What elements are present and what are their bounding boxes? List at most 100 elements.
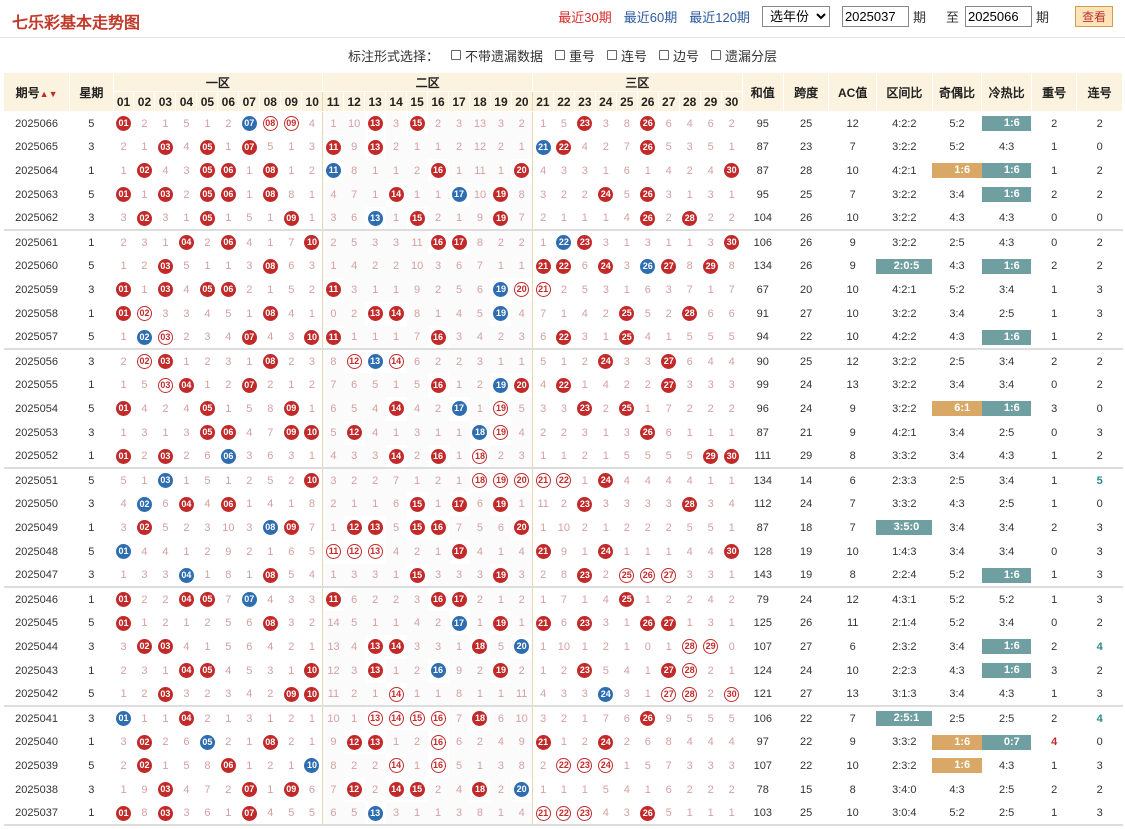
number-cell: 1 <box>343 706 365 731</box>
miss-count: 1 <box>686 188 693 201</box>
number-cell: 17 <box>449 540 470 564</box>
miss-count: 2 <box>518 117 525 130</box>
number-ball: 10 <box>304 663 320 679</box>
option-repeat[interactable]: 重号 <box>554 46 595 65</box>
number-cell: 1 <box>490 349 512 374</box>
miss-count: 1 <box>455 474 463 487</box>
to-issue-input[interactable] <box>964 6 1032 27</box>
miss-count: 1 <box>246 307 253 320</box>
number-cell: 23 <box>574 801 596 827</box>
from-issue-unit: 期 <box>912 10 926 25</box>
checkbox-icon[interactable] <box>711 50 722 60</box>
number-cell: 1 <box>511 254 533 279</box>
number-ball: 10 <box>304 425 320 441</box>
number-cell: 26 <box>637 706 658 730</box>
number-ball: 13 <box>367 139 383 155</box>
number-cell: 2 <box>553 706 574 730</box>
consecutive-cell: 2 <box>1076 325 1123 351</box>
number-cell: 2 <box>427 206 449 232</box>
span-cell: 22 <box>800 712 813 725</box>
number-ball: 29 <box>703 448 719 464</box>
number-cell: 1 <box>134 278 155 302</box>
number-ball: 19 <box>493 210 509 226</box>
special-number-ball: 02 <box>136 329 152 345</box>
miss-count: 1 <box>288 664 295 677</box>
checkbox-icon[interactable] <box>607 50 617 60</box>
view-button[interactable]: 查看 <box>1074 6 1113 27</box>
repeat-cell: 1 <box>1031 801 1077 827</box>
checkbox-icon[interactable] <box>554 50 565 60</box>
number-cell: 15 <box>407 492 428 516</box>
miss-count: 1 <box>120 164 127 177</box>
hot-cold-cell: 0:7 <box>981 730 1032 754</box>
number-cell: 3 <box>616 801 638 827</box>
span-cell: 20 <box>800 283 813 296</box>
year-select[interactable]: 选年份 <box>761 6 830 27</box>
miss-count: 1 <box>267 545 274 558</box>
number-cell: 1 <box>239 302 260 326</box>
miss-count: 3 <box>120 212 127 225</box>
consecutive-cell: 4 <box>1096 712 1103 725</box>
miss-count: 3 <box>204 331 211 344</box>
number-ball: 24 <box>598 354 614 370</box>
number-ball: 06 <box>220 496 236 512</box>
number-cell: 4 <box>511 539 533 564</box>
number-cell: 1 <box>658 230 679 254</box>
miss-count: 5 <box>623 450 630 463</box>
number-cell: 1 <box>197 373 218 397</box>
number-cell: 05 <box>196 206 218 232</box>
number-cell: 2 <box>134 587 155 611</box>
week-cell: 3 <box>88 283 95 296</box>
number-cell: 9 <box>343 135 365 160</box>
option-no-miss[interactable]: 不带遗漏数据 <box>450 46 543 65</box>
number-ball: 24 <box>598 187 614 203</box>
number-cell: 21 <box>532 730 553 754</box>
checkbox-icon[interactable] <box>450 50 461 60</box>
sort-icon[interactable]: ▲▼ <box>39 88 58 99</box>
repeat-cell: 1 <box>1051 283 1058 296</box>
number-cell: 2 <box>197 230 218 254</box>
repeat-cell: 0 <box>1051 379 1058 392</box>
miss-count: 1 <box>183 474 190 487</box>
option-consecutive[interactable]: 连号 <box>607 46 647 65</box>
recent-120-link[interactable]: 最近120期 <box>689 10 750 25</box>
miss-count: 10 <box>557 521 570 534</box>
hot-cold-cell: 3:4 <box>998 379 1015 392</box>
miss-count: 3 <box>288 593 295 606</box>
page-title: 七乐彩基本走势图 <box>12 15 141 32</box>
ac-cell: 11 <box>846 617 859 630</box>
miss-count: 2 <box>728 117 735 130</box>
number-ball: 05 <box>199 425 215 441</box>
checkbox-icon[interactable] <box>659 50 670 60</box>
number-cell: 02 <box>134 159 155 183</box>
miss-count: 4 <box>728 498 735 511</box>
number-cell: 4 <box>260 587 281 611</box>
number-cell: 1 <box>406 682 428 708</box>
number-cell: 8 <box>679 254 700 278</box>
number-cell: 4 <box>197 492 218 516</box>
miss-count: 4 <box>686 545 693 558</box>
miss-count: 7 <box>476 260 484 273</box>
from-issue-input[interactable] <box>841 6 909 27</box>
recent-60-link[interactable]: 最近60期 <box>623 10 678 25</box>
miss-count: 2 <box>434 212 442 225</box>
miss-count: 5 <box>162 521 169 534</box>
miss-count: 1 <box>540 521 547 534</box>
miss-count: 1 <box>162 759 169 772</box>
number-cell: 2 <box>239 278 260 302</box>
number-cell: 23 <box>574 112 595 136</box>
number-cell: 5 <box>595 659 616 683</box>
number-ball: 03 <box>157 639 173 655</box>
number-cell: 2 <box>406 444 428 470</box>
number-cell: 3 <box>658 183 679 207</box>
recent-30-link[interactable]: 最近30期 <box>558 10 612 25</box>
odd-even-cell: 3:4 <box>932 682 982 708</box>
span-cell: 26 <box>800 617 813 630</box>
miss-count: 1 <box>540 236 547 249</box>
option-edge[interactable]: 边号 <box>659 46 699 65</box>
miss-count: 1 <box>728 664 735 677</box>
special-number-ball: 05 <box>199 734 215 750</box>
option-miss-layer[interactable]: 遗漏分层 <box>711 46 777 65</box>
miss-count: 4 <box>267 593 274 606</box>
issue-header[interactable]: 期号▲▼ <box>2 72 71 112</box>
